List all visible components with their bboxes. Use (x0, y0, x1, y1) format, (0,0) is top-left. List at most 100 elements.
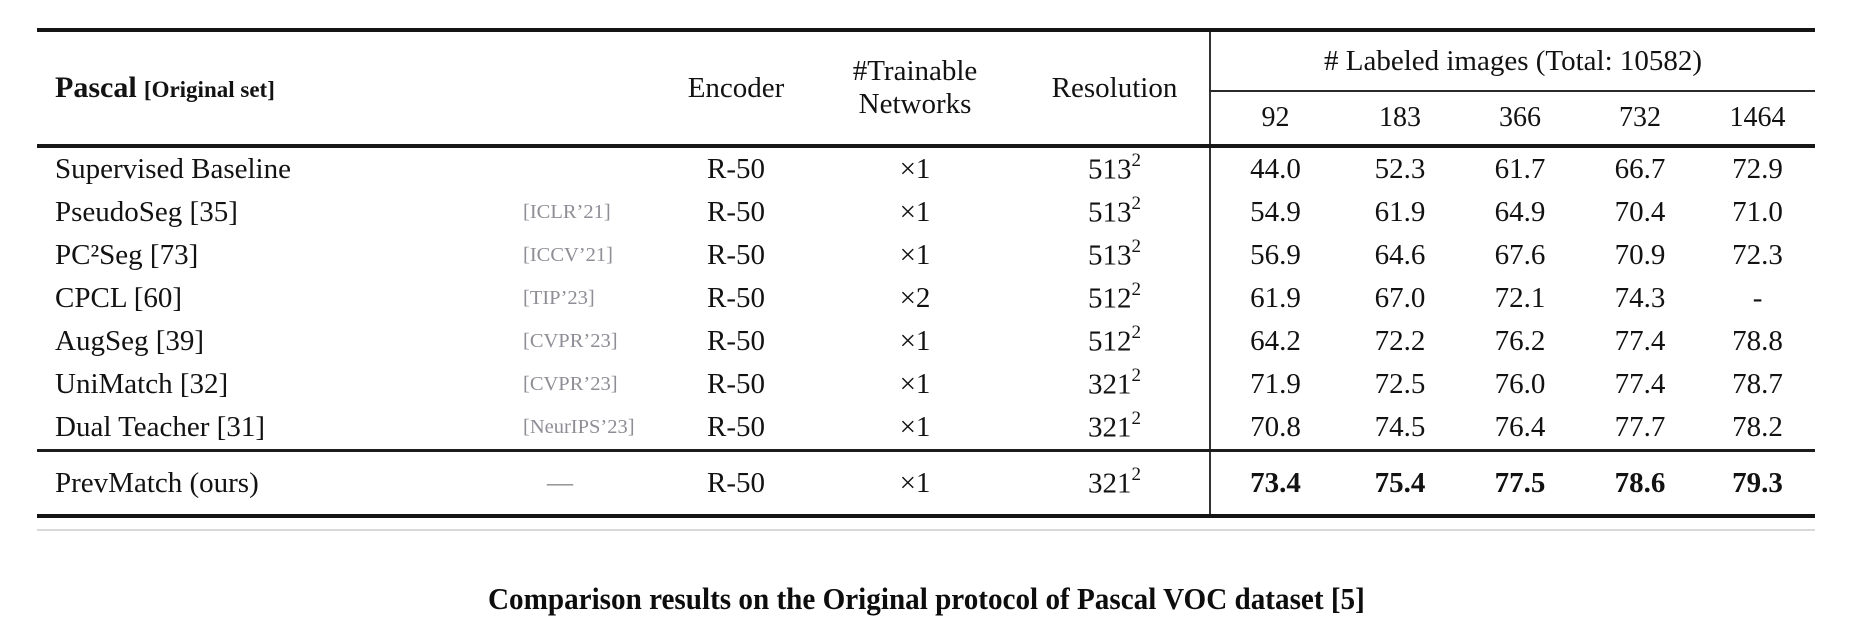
value-cell: 76.2 (1494, 325, 1546, 357)
value-cell: 76.0 (1494, 368, 1546, 400)
networks-cell: ×1 (810, 449, 1021, 518)
column-header-split-92: 92 (1209, 91, 1341, 146)
value-cell: 72.3 (1732, 239, 1783, 271)
table-row: Dual Teacher [31] [NeurIPS’23] R-50 ×1 3212 7… (37, 406, 1815, 451)
column-header-labeled-images-group: # Labeled images (Total: 10582) (1209, 30, 1816, 92)
faint-bottom-rule (37, 529, 1815, 531)
dataset-title: Pascal (55, 71, 137, 104)
value-cell: 61.9 (1209, 277, 1341, 320)
venue-cell (487, 144, 663, 191)
value-cell: 77.5 (1460, 449, 1581, 518)
column-header-split-732: 732 (1619, 102, 1662, 133)
table-row: PC²Seg [73] [ICCV’21] R-50 ×1 5132 56.9 64.6 67… (37, 234, 1815, 277)
value-cell: 67.6 (1494, 239, 1546, 271)
column-header-networks: #Trainable Networks (810, 30, 1020, 146)
value-cell: 70.4 (1614, 196, 1666, 228)
value-cell: 73.4 (1209, 449, 1341, 518)
value-cell: 77.4 (1614, 368, 1666, 400)
method-cell: CPCL [60] (55, 282, 183, 314)
resolution-cell: 5132 (1088, 193, 1142, 229)
caption-text: Comparison results on the Original proto… (487, 581, 1365, 616)
encoder-cell: R-50 (662, 144, 811, 191)
value-cell: 78.8 (1732, 325, 1783, 357)
table-row: PseudoSeg [35] [ICLR’21] R-50 ×1 5132 54.9 61.… (37, 191, 1815, 234)
venue-cell: [CVPR’23] (523, 330, 618, 352)
value-cell: 67.0 (1374, 282, 1426, 314)
table-body: Supervised Baseline R-50 ×1 5132 44.0 52.3 61.… (37, 144, 1816, 451)
value-cell: 52.3 (1340, 144, 1461, 191)
value-cell: 74.5 (1374, 411, 1426, 443)
networks-cell: ×1 (899, 239, 931, 271)
encoder-cell: R-50 (707, 368, 766, 400)
value-cell: 78.7 (1732, 368, 1783, 400)
method-cell: UniMatch [32] (55, 368, 229, 400)
table-row: CPCL [60] [TIP’23] R-50 ×2 5122 61.9 67.0 72.1 7… (37, 277, 1815, 320)
table-row: UniMatch [32] [CVPR’23] R-50 ×1 3212 71.9 72.5… (37, 363, 1815, 406)
value-cell: 56.9 (1209, 234, 1341, 277)
value-cell: 76.4 (1494, 411, 1546, 443)
value-cell: 72.2 (1374, 325, 1426, 357)
value-cell: 72.5 (1374, 368, 1426, 400)
results-table: Pascal [Original set] Encoder #Trainable… (37, 28, 1816, 518)
venue-cell: [NeurIPS’23] (523, 416, 635, 438)
value-cell: 71.9 (1209, 363, 1341, 406)
value-cell: 61.7 (1460, 144, 1581, 191)
resolution-cell: 5132 (1020, 144, 1211, 191)
table-row: PrevMatch (ours) — R-50 ×1 3212 73.4 75.4 77.5 7… (37, 449, 1816, 518)
value-cell: 64.9 (1494, 196, 1546, 228)
resolution-cell: 5122 (1088, 322, 1142, 358)
venue-cell: [TIP’23] (523, 287, 595, 309)
encoder-cell: R-50 (707, 411, 766, 443)
resolution-cell: 5132 (1088, 236, 1142, 272)
value-cell: - (1752, 282, 1763, 314)
value-cell: 70.8 (1209, 406, 1341, 451)
header-row-group: Pascal [Original set] Encoder #Trainable… (37, 30, 1816, 120)
method-cell: AugSeg [39] (55, 325, 205, 357)
value-cell: 70.9 (1614, 239, 1666, 271)
method-cell: PrevMatch (ours) (37, 449, 487, 518)
venue-cell: [CVPR’23] (523, 373, 618, 395)
encoder-cell: R-50 (662, 449, 811, 518)
value-cell: 64.6 (1374, 239, 1426, 271)
table-row: Supervised Baseline R-50 ×1 5132 44.0 52.3 61.… (37, 144, 1816, 191)
venue-cell: — (487, 449, 663, 518)
networks-header-text: #Trainable Networks (852, 55, 978, 120)
column-header-resolution: Resolution (1051, 71, 1178, 104)
resolution-cell: 3212 (1088, 365, 1142, 401)
networks-cell: ×1 (810, 144, 1021, 191)
networks-cell: ×1 (899, 325, 931, 357)
resolution-cell: 5122 (1088, 279, 1142, 315)
networks-cell: ×1 (899, 368, 931, 400)
value-cell: 54.9 (1209, 191, 1341, 234)
header-row-splits: 92 183 366 732 1464 (37, 91, 1815, 146)
value-cell: 72.9 (1700, 144, 1816, 191)
encoder-cell: R-50 (707, 282, 766, 314)
table-row: AugSeg [39] [CVPR’23] R-50 ×1 5122 64.2 72.2 76… (37, 320, 1815, 363)
table-caption: Comparison results on the Original proto… (37, 581, 1815, 617)
column-header-split-183: 183 (1379, 102, 1422, 133)
value-cell: 72.1 (1494, 282, 1546, 314)
table-body-ours: PrevMatch (ours) — R-50 ×1 3212 73.4 75.4 77.5 7… (37, 449, 1816, 518)
value-cell: 64.2 (1209, 320, 1341, 363)
encoder-cell: R-50 (707, 196, 766, 228)
column-header-encoder: Encoder (687, 71, 785, 104)
paper-table-figure: Pascal [Original set] Encoder #Trainable… (37, 0, 1816, 617)
value-cell: 79.3 (1700, 449, 1816, 518)
value-cell: 77.7 (1614, 411, 1666, 443)
encoder-cell: R-50 (707, 325, 766, 357)
value-cell: 61.9 (1374, 196, 1426, 228)
value-cell: 66.7 (1580, 144, 1701, 191)
column-header-method: Pascal [Original set] (37, 30, 662, 146)
value-cell: 78.6 (1580, 449, 1701, 518)
venue-cell: [ICCV’21] (523, 244, 613, 266)
method-cell: Supervised Baseline (37, 144, 487, 191)
method-cell: PseudoSeg [35] (55, 196, 238, 228)
networks-cell: ×2 (899, 282, 931, 314)
column-header-split-1464: 1464 (1729, 102, 1786, 133)
value-cell: 77.4 (1614, 325, 1666, 357)
encoder-cell: R-50 (707, 239, 766, 271)
method-cell: PC²Seg [73] (55, 239, 199, 271)
venue-cell: [ICLR’21] (523, 201, 611, 223)
value-cell: 78.2 (1732, 411, 1783, 443)
dataset-subtitle: [Original set] (143, 77, 275, 102)
